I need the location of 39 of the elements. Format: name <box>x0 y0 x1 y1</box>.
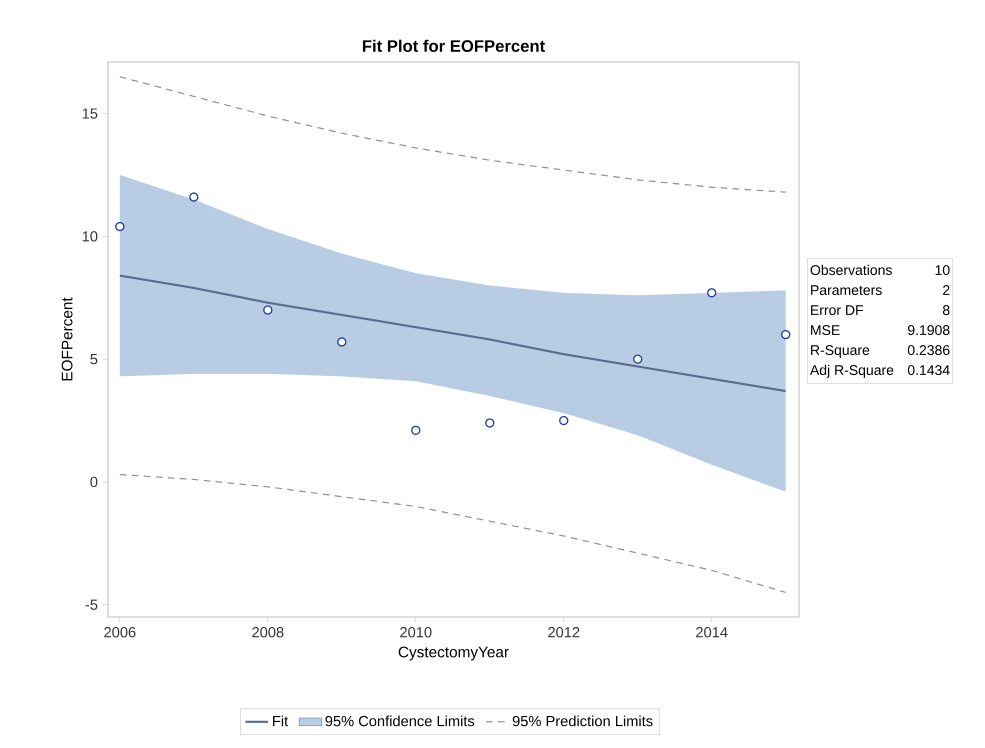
x-tick-label: 2010 <box>400 627 432 638</box>
x-tick-label: 2006 <box>104 627 136 638</box>
point <box>189 192 198 202</box>
y-axis-title: EOFPercent <box>62 297 72 380</box>
text: 0.1434 <box>908 365 950 376</box>
legend-label: 95% Confidence Limits <box>325 715 474 726</box>
text: MSE <box>811 325 840 336</box>
point <box>263 305 272 315</box>
text: 9.1908 <box>908 325 950 336</box>
text: 0.2386 <box>908 345 950 356</box>
legend-label: Fit <box>273 715 288 726</box>
text: R-Square <box>811 345 870 358</box>
point <box>337 337 346 347</box>
y-tick-label: 0 <box>90 476 98 488</box>
text: 10 <box>936 265 950 276</box>
x-tick-label: 2012 <box>548 627 580 638</box>
text: Adj R-Square <box>810 364 894 378</box>
x-tick-label: 2008 <box>252 627 284 638</box>
point <box>411 426 420 436</box>
text: 8 <box>942 305 950 316</box>
point <box>485 418 494 428</box>
y-tick-label: 5 <box>90 354 98 364</box>
point <box>707 288 716 298</box>
y-tick-label: 10 <box>82 231 98 242</box>
y-tick-label: 15 <box>82 108 98 119</box>
x-tick-label: 2014 <box>696 627 728 638</box>
point <box>633 354 642 364</box>
chart-title: Fit Plot for EOFPercent <box>362 40 545 52</box>
point <box>559 416 568 426</box>
text: Observations <box>810 264 892 276</box>
x-axis-title: CystectomyYear <box>398 646 509 660</box>
text: Error DF <box>811 305 864 316</box>
line-series <box>119 474 786 594</box>
text: Parameters <box>811 285 882 296</box>
legend-label: 95% Prediction Limits <box>512 715 653 726</box>
point <box>115 222 125 232</box>
point <box>781 330 790 340</box>
text: 2 <box>943 285 950 295</box>
y-tick-label: -5 <box>86 600 98 610</box>
